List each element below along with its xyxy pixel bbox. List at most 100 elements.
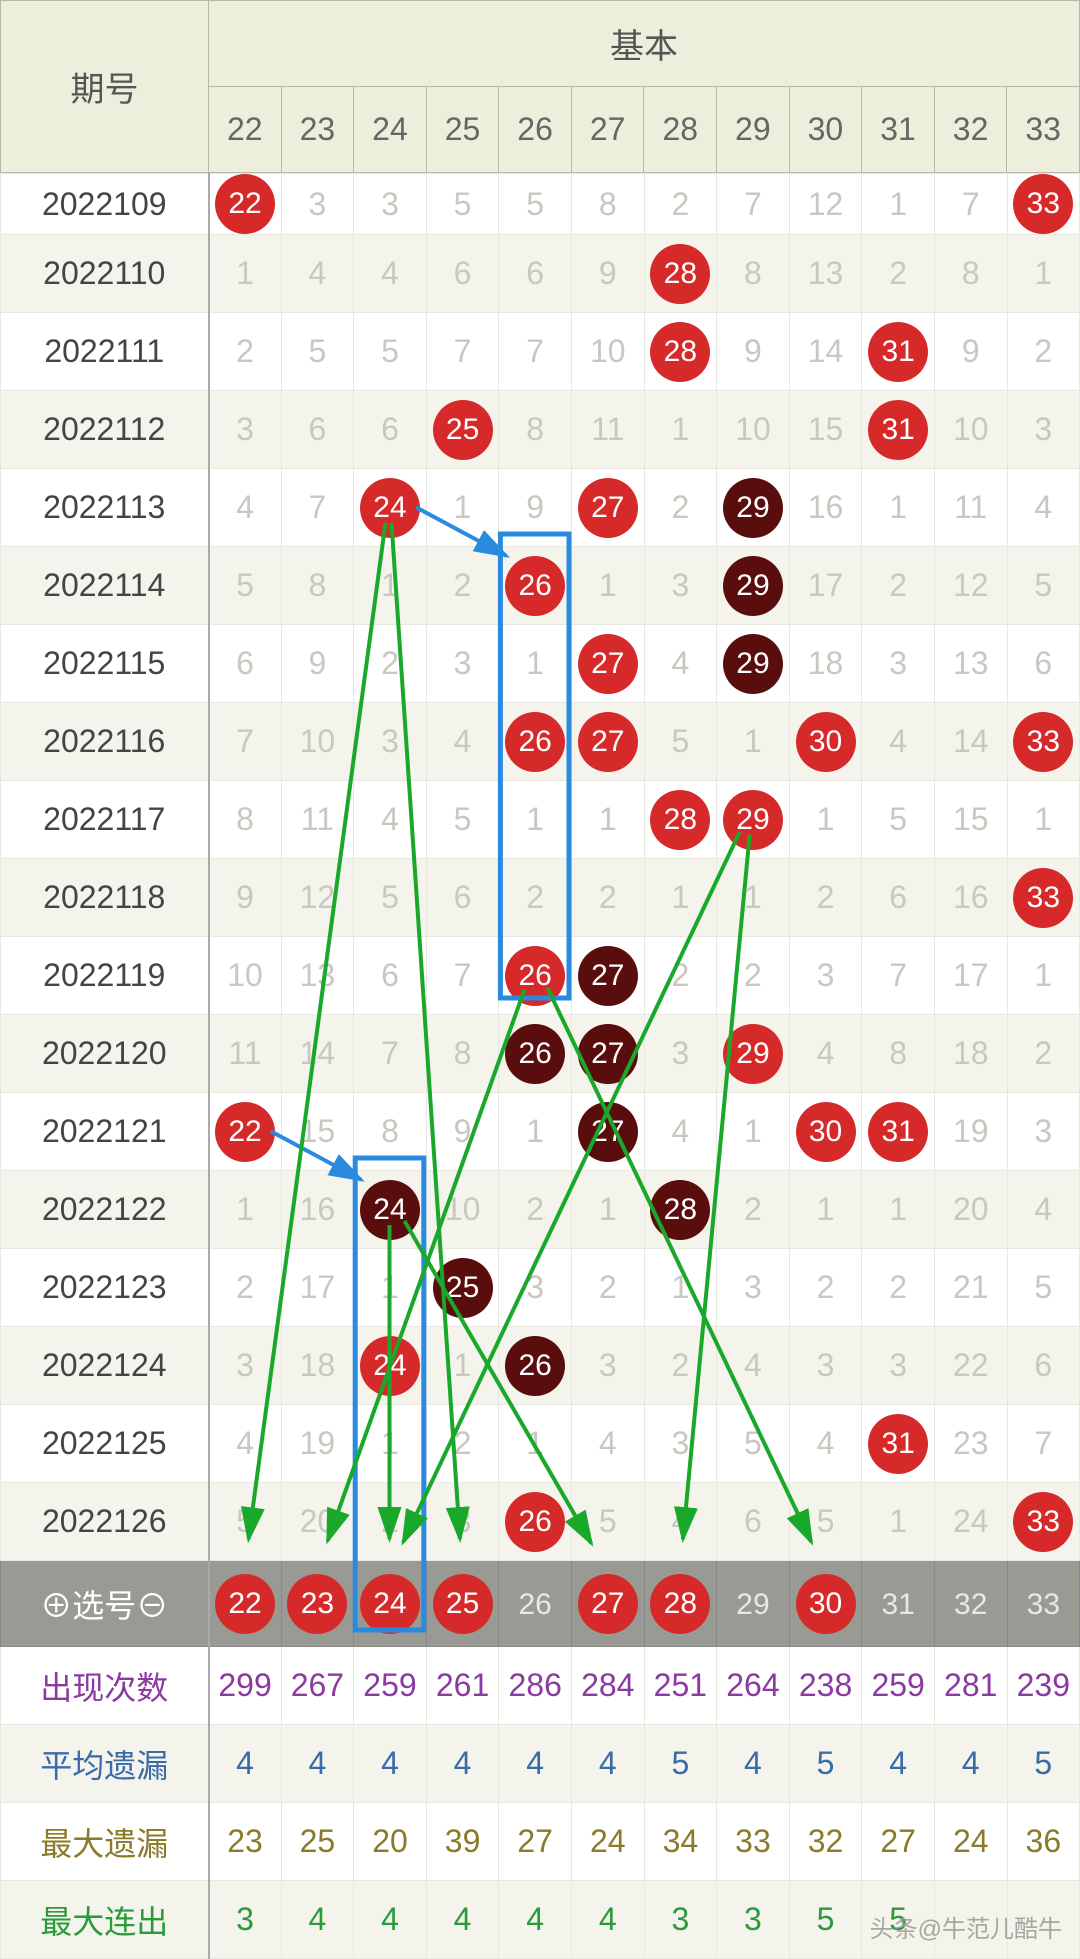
- trend-cell: 30: [789, 1093, 862, 1171]
- hit-ball: 29: [723, 478, 783, 538]
- miss-value: 6: [1034, 1347, 1052, 1383]
- trend-cell: 4: [1007, 469, 1080, 547]
- trend-cell: 3: [644, 1405, 717, 1483]
- selection-cell[interactable]: 32: [934, 1561, 1007, 1647]
- selected-ball[interactable]: 22: [215, 1574, 275, 1634]
- hit-ball: 27: [578, 712, 638, 772]
- column-header: 25: [426, 87, 499, 173]
- unselected-number[interactable]: 29: [736, 1588, 769, 1621]
- trend-cell: 2: [1007, 1015, 1080, 1093]
- trend-cell: 22: [209, 1093, 282, 1171]
- hit-ball: 29: [723, 556, 783, 616]
- trend-cell: 8: [354, 1093, 427, 1171]
- miss-value: 12: [300, 879, 336, 915]
- stat-value: 36: [1007, 1803, 1080, 1881]
- selection-cell[interactable]: 31: [862, 1561, 935, 1647]
- selection-cell[interactable]: 28: [644, 1561, 717, 1647]
- trend-cell: 1: [789, 781, 862, 859]
- miss-value: 14: [300, 1035, 336, 1071]
- stat-value: 259: [354, 1647, 427, 1725]
- unselected-number[interactable]: 32: [954, 1588, 987, 1621]
- trend-cell: 28: [644, 781, 717, 859]
- selection-cell[interactable]: 27: [571, 1561, 644, 1647]
- hit-ball: 27: [578, 1102, 638, 1162]
- trend-cell: 27: [571, 1093, 644, 1171]
- hit-ball: 33: [1013, 1492, 1073, 1552]
- trend-cell: 1: [209, 1171, 282, 1249]
- trend-cell: 29: [717, 781, 790, 859]
- hit-ball: 24: [360, 1336, 420, 1396]
- miss-value: 1: [599, 1191, 617, 1227]
- miss-value: 13: [808, 255, 844, 291]
- selection-cell[interactable]: 22: [209, 1561, 282, 1647]
- trend-cell: 16: [934, 859, 1007, 937]
- selected-ball[interactable]: 28: [650, 1574, 710, 1634]
- period-cell: 2022125: [1, 1405, 209, 1483]
- miss-value: 5: [817, 1503, 835, 1539]
- trend-cell: 20: [934, 1171, 1007, 1249]
- selection-cell[interactable]: 25: [426, 1561, 499, 1647]
- miss-value: 6: [454, 255, 472, 291]
- miss-value: 7: [744, 186, 762, 222]
- miss-value: 18: [808, 645, 844, 681]
- miss-value: 10: [445, 1191, 481, 1227]
- miss-value: 7: [454, 333, 472, 369]
- trend-cell: 2: [862, 547, 935, 625]
- selected-ball[interactable]: 27: [578, 1574, 638, 1634]
- trend-cell: 2: [717, 1171, 790, 1249]
- miss-value: 8: [454, 1035, 472, 1071]
- selected-ball[interactable]: 23: [287, 1574, 347, 1634]
- hit-ball: 27: [578, 478, 638, 538]
- miss-value: 2: [817, 879, 835, 915]
- miss-value: 1: [526, 1113, 544, 1149]
- trend-cell: 4: [717, 1327, 790, 1405]
- miss-value: 5: [744, 1425, 762, 1461]
- miss-value: 24: [953, 1503, 989, 1539]
- unselected-number[interactable]: 33: [1027, 1588, 1060, 1621]
- selection-cell[interactable]: 24: [354, 1561, 427, 1647]
- selection-row[interactable]: ⊕选号⊖222324252627282930313233: [1, 1561, 1080, 1647]
- unselected-number[interactable]: 26: [518, 1588, 551, 1621]
- miss-value: 2: [236, 333, 254, 369]
- trend-cell: 33: [1007, 1483, 1080, 1561]
- stat-row: 最大遗漏232520392724343332272436: [1, 1803, 1080, 1881]
- selection-cell[interactable]: 33: [1007, 1561, 1080, 1647]
- unselected-number[interactable]: 31: [881, 1588, 914, 1621]
- trend-cell: 33: [1007, 174, 1080, 235]
- trend-cell: 4: [281, 235, 354, 313]
- selection-cell[interactable]: 30: [789, 1561, 862, 1647]
- miss-value: 1: [671, 879, 689, 915]
- miss-value: 2: [671, 957, 689, 993]
- miss-value: 5: [454, 801, 472, 837]
- stat-value: 4: [426, 1881, 499, 1959]
- stat-value: 259: [862, 1647, 935, 1725]
- trend-cell: 6: [499, 235, 572, 313]
- selection-cell[interactable]: 26: [499, 1561, 572, 1647]
- hit-ball: 25: [433, 400, 493, 460]
- trend-cell: 2: [789, 1249, 862, 1327]
- miss-value: 19: [953, 1113, 989, 1149]
- trend-cell: 33: [1007, 703, 1080, 781]
- period-header: 期号: [1, 1, 209, 173]
- selected-ball[interactable]: 30: [796, 1574, 856, 1634]
- trend-cell: 2: [644, 469, 717, 547]
- trend-cell: 14: [281, 1015, 354, 1093]
- miss-value: 23: [953, 1425, 989, 1461]
- trend-cell: 9: [717, 313, 790, 391]
- miss-value: 5: [889, 801, 907, 837]
- miss-value: 4: [671, 1503, 689, 1539]
- miss-value: 3: [1034, 411, 1052, 447]
- trend-cell: 1: [1007, 235, 1080, 313]
- selection-cell[interactable]: 29: [717, 1561, 790, 1647]
- selected-ball[interactable]: 24: [360, 1574, 420, 1634]
- selection-cell[interactable]: 23: [281, 1561, 354, 1647]
- trend-cell: 2: [644, 174, 717, 235]
- selected-ball[interactable]: 25: [433, 1574, 493, 1634]
- trend-cell: 26: [499, 937, 572, 1015]
- data-row: 20221243182412632433226: [1, 1327, 1080, 1405]
- trend-cell: 3: [209, 1327, 282, 1405]
- stat-value: 24: [571, 1803, 644, 1881]
- miss-value: 21: [953, 1269, 989, 1305]
- trend-cell: 28: [644, 235, 717, 313]
- column-header: 31: [862, 87, 935, 173]
